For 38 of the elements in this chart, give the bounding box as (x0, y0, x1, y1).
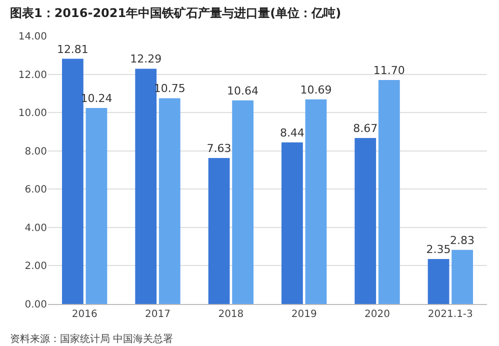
data-label: 2.35 (426, 243, 451, 256)
bar (281, 142, 303, 304)
bar (452, 250, 474, 304)
x-tick-label: 2016 (72, 309, 98, 320)
y-tick-label: 6.00 (24, 184, 47, 196)
y-tick-label: 0.00 (24, 300, 47, 310)
bar (354, 138, 376, 304)
x-tick-label: 2019 (291, 309, 317, 320)
chart-title: 图表1：2016-2021年中国铁矿石产量与进口量(单位：亿吨) (10, 6, 342, 20)
bar (158, 98, 180, 304)
data-label: 7.63 (206, 142, 232, 155)
data-label: 2.83 (450, 234, 475, 247)
bar (135, 68, 157, 304)
bar (232, 100, 254, 304)
x-tick-label: 2020 (364, 309, 390, 320)
data-label: 12.29 (130, 52, 162, 66)
bar (428, 259, 450, 304)
data-label: 10.69 (300, 83, 332, 96)
bar (305, 99, 327, 304)
bar (86, 108, 108, 304)
text: 资料来源：国家统计局 中国海关总署 (10, 333, 174, 345)
y-tick-label: 10.00 (18, 108, 47, 120)
x-tick-label: 2017 (145, 309, 170, 320)
data-label: 8.44 (280, 126, 304, 140)
y-tick-label: 14.00 (18, 32, 47, 42)
y-tick-label: 8.00 (24, 146, 47, 158)
bar (378, 80, 400, 304)
x-tick-label: 2018 (218, 309, 244, 320)
x-tick-label: 2021.1-3 (428, 309, 473, 320)
data-label: 11.70 (373, 64, 405, 78)
y-tick-label: 12.00 (18, 70, 47, 81)
y-tick-label: 2.00 (24, 261, 47, 272)
y-tick-label: 4.00 (24, 222, 47, 234)
bar (208, 158, 230, 304)
bar (62, 58, 84, 304)
data-label: 8.67 (353, 122, 378, 136)
data-label: 10.64 (227, 84, 259, 98)
data-label: 12.81 (56, 42, 88, 56)
